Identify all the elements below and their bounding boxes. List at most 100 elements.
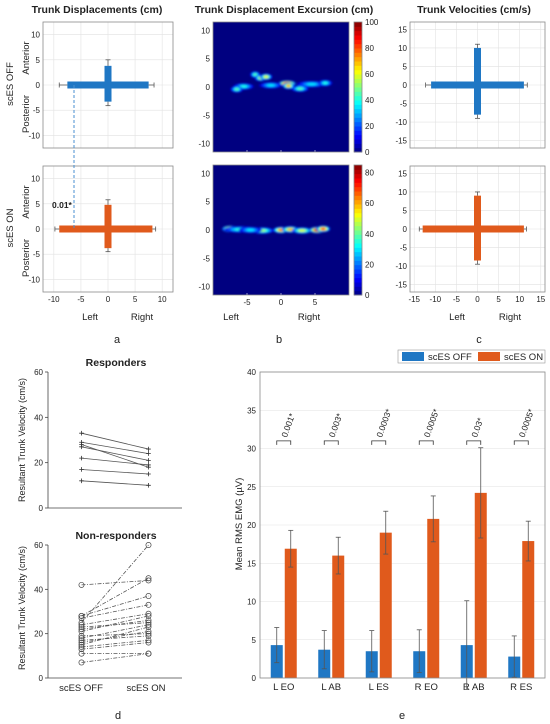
colorbar-segment <box>354 212 362 218</box>
colorbar-segment <box>354 30 362 36</box>
colorbar-segment <box>354 169 362 175</box>
heatmap-hotspot <box>322 81 328 85</box>
xtick-label: -5 <box>243 298 251 307</box>
heatmap-hotspot <box>234 87 239 91</box>
paired-line <box>81 441 149 454</box>
data-point <box>146 446 151 452</box>
emg-bar-plot: 0 5 10 15 20 25 30 35 40 L EO 0.001* L AB 0.003* L ES… <box>247 368 546 693</box>
data-point-on <box>145 593 152 599</box>
colorbar-segment <box>354 130 362 136</box>
panel-a: Trunk Displacements (cm) scES OFF scES O… <box>5 4 174 346</box>
colorbar-segment <box>354 126 362 131</box>
heatmap-hotspot <box>253 73 257 76</box>
xtick-label: L AB <box>321 682 341 693</box>
colorbar-segment <box>354 238 362 244</box>
colorbar-frame <box>353 164 363 296</box>
p-value-label: 0.001* <box>279 411 297 438</box>
panel-label-d: d <box>115 710 121 722</box>
colorbar-segment <box>354 264 362 270</box>
ylabel-non-responders: Resultant Trunk Velocity (cm/s) <box>17 546 27 670</box>
data-point <box>146 483 151 488</box>
heatmap-hotspot <box>286 84 291 88</box>
vertical-bar <box>474 195 481 261</box>
paired-line <box>81 480 149 486</box>
ytick-label: 40 <box>247 368 256 377</box>
colorbar-segment <box>354 61 362 66</box>
colorbar-segment <box>354 43 362 49</box>
colorbar-segment <box>354 247 362 253</box>
data-point <box>146 458 151 463</box>
colorbar-tick-label: 40 <box>365 230 374 239</box>
xlabel-right-a: Right <box>131 312 154 323</box>
axes-frame <box>42 21 174 149</box>
ytick-label: -5 <box>203 111 211 120</box>
panel-c: Trunk Velocities (cm/s) -15 -10 -5 0 5 10 15 -… <box>395 4 545 346</box>
ytick-label: 10 <box>31 31 40 40</box>
ytick-label: 60 <box>34 368 43 377</box>
ytick-label: 5 <box>206 55 211 64</box>
ytick-label: -10 <box>28 275 40 284</box>
colorbar-segment <box>354 134 362 140</box>
data-point-on <box>145 577 152 584</box>
xlabel-left-a: Left <box>82 312 98 323</box>
colorbar-segment <box>354 52 362 58</box>
ytick-label: 15 <box>398 25 407 34</box>
colorbar-segment <box>354 104 362 110</box>
data-point-on <box>145 617 152 624</box>
colorbar-segment <box>354 178 362 183</box>
colorbar-segment <box>354 182 362 188</box>
xtick-label: R EO <box>415 682 438 693</box>
non-responders-title: Non-responders <box>75 530 156 542</box>
ytick-label: 60 <box>34 541 43 550</box>
colorbar-segment <box>354 173 362 179</box>
data-point <box>79 478 84 484</box>
ytick-label: 10 <box>31 175 40 184</box>
xtick-label: 10 <box>515 295 524 304</box>
axes-frame <box>409 21 546 149</box>
ytick-label: 15 <box>398 169 407 178</box>
data-point-off <box>78 612 85 619</box>
ytick-label: 35 <box>247 406 256 415</box>
ytick-label: -15 <box>395 137 407 146</box>
colorbar-tick-label: 60 <box>365 199 374 208</box>
ytick-label: 0 <box>403 225 408 234</box>
panel-c-on-plot: -15 -10 -5 0 5 10 15 -15 -10 -5 0 5 10 15 <box>395 165 546 304</box>
colorbar-segment <box>354 230 362 235</box>
bar <box>284 548 297 678</box>
colorbar-segment <box>354 117 362 123</box>
colorbar-segment <box>354 87 362 92</box>
ytick-label: -5 <box>33 250 41 259</box>
significance-bracket <box>418 440 434 445</box>
data-point-off <box>78 619 85 626</box>
heatmap-hotspot <box>287 228 294 231</box>
ytick-label: 20 <box>34 630 43 639</box>
heatmap-hotspot <box>306 82 317 86</box>
data-point <box>79 430 84 436</box>
paired-line <box>81 446 149 461</box>
ytick-label: 5 <box>403 206 408 215</box>
colorbar-segment <box>354 186 362 192</box>
p-value-label: 0.03* <box>469 416 485 439</box>
data-point-on <box>145 610 152 617</box>
colorbar-segment <box>354 147 362 153</box>
xlabel-left-b: Left <box>223 312 239 323</box>
colorbar-segment <box>354 22 362 27</box>
legend-swatch-on <box>478 352 500 361</box>
data-point <box>79 444 84 450</box>
ytick-label: -10 <box>198 283 210 292</box>
colorbar-segment <box>354 204 362 209</box>
panel-e: scES OFF scES ON Mean RMS EMG (µV) 0 5 10 1… <box>234 349 546 722</box>
paired-line <box>81 635 149 641</box>
data-point-on <box>145 619 152 626</box>
colorbar-segment <box>354 78 362 84</box>
paired-line <box>81 577 149 617</box>
ytick-label: 0 <box>39 504 44 513</box>
heatmap-hotspot <box>298 229 306 232</box>
panel-b-on-heatmap: -5 0 5 -10 -5 0 5 10 0 20 40 60 80 <box>198 164 374 307</box>
responders-plot: 0 20 40 60 <box>34 368 182 513</box>
ytick-label: 30 <box>247 445 256 454</box>
colorbar-segment <box>354 100 362 105</box>
xtick-label: 5 <box>496 295 501 304</box>
ytick-label: 25 <box>247 483 256 492</box>
